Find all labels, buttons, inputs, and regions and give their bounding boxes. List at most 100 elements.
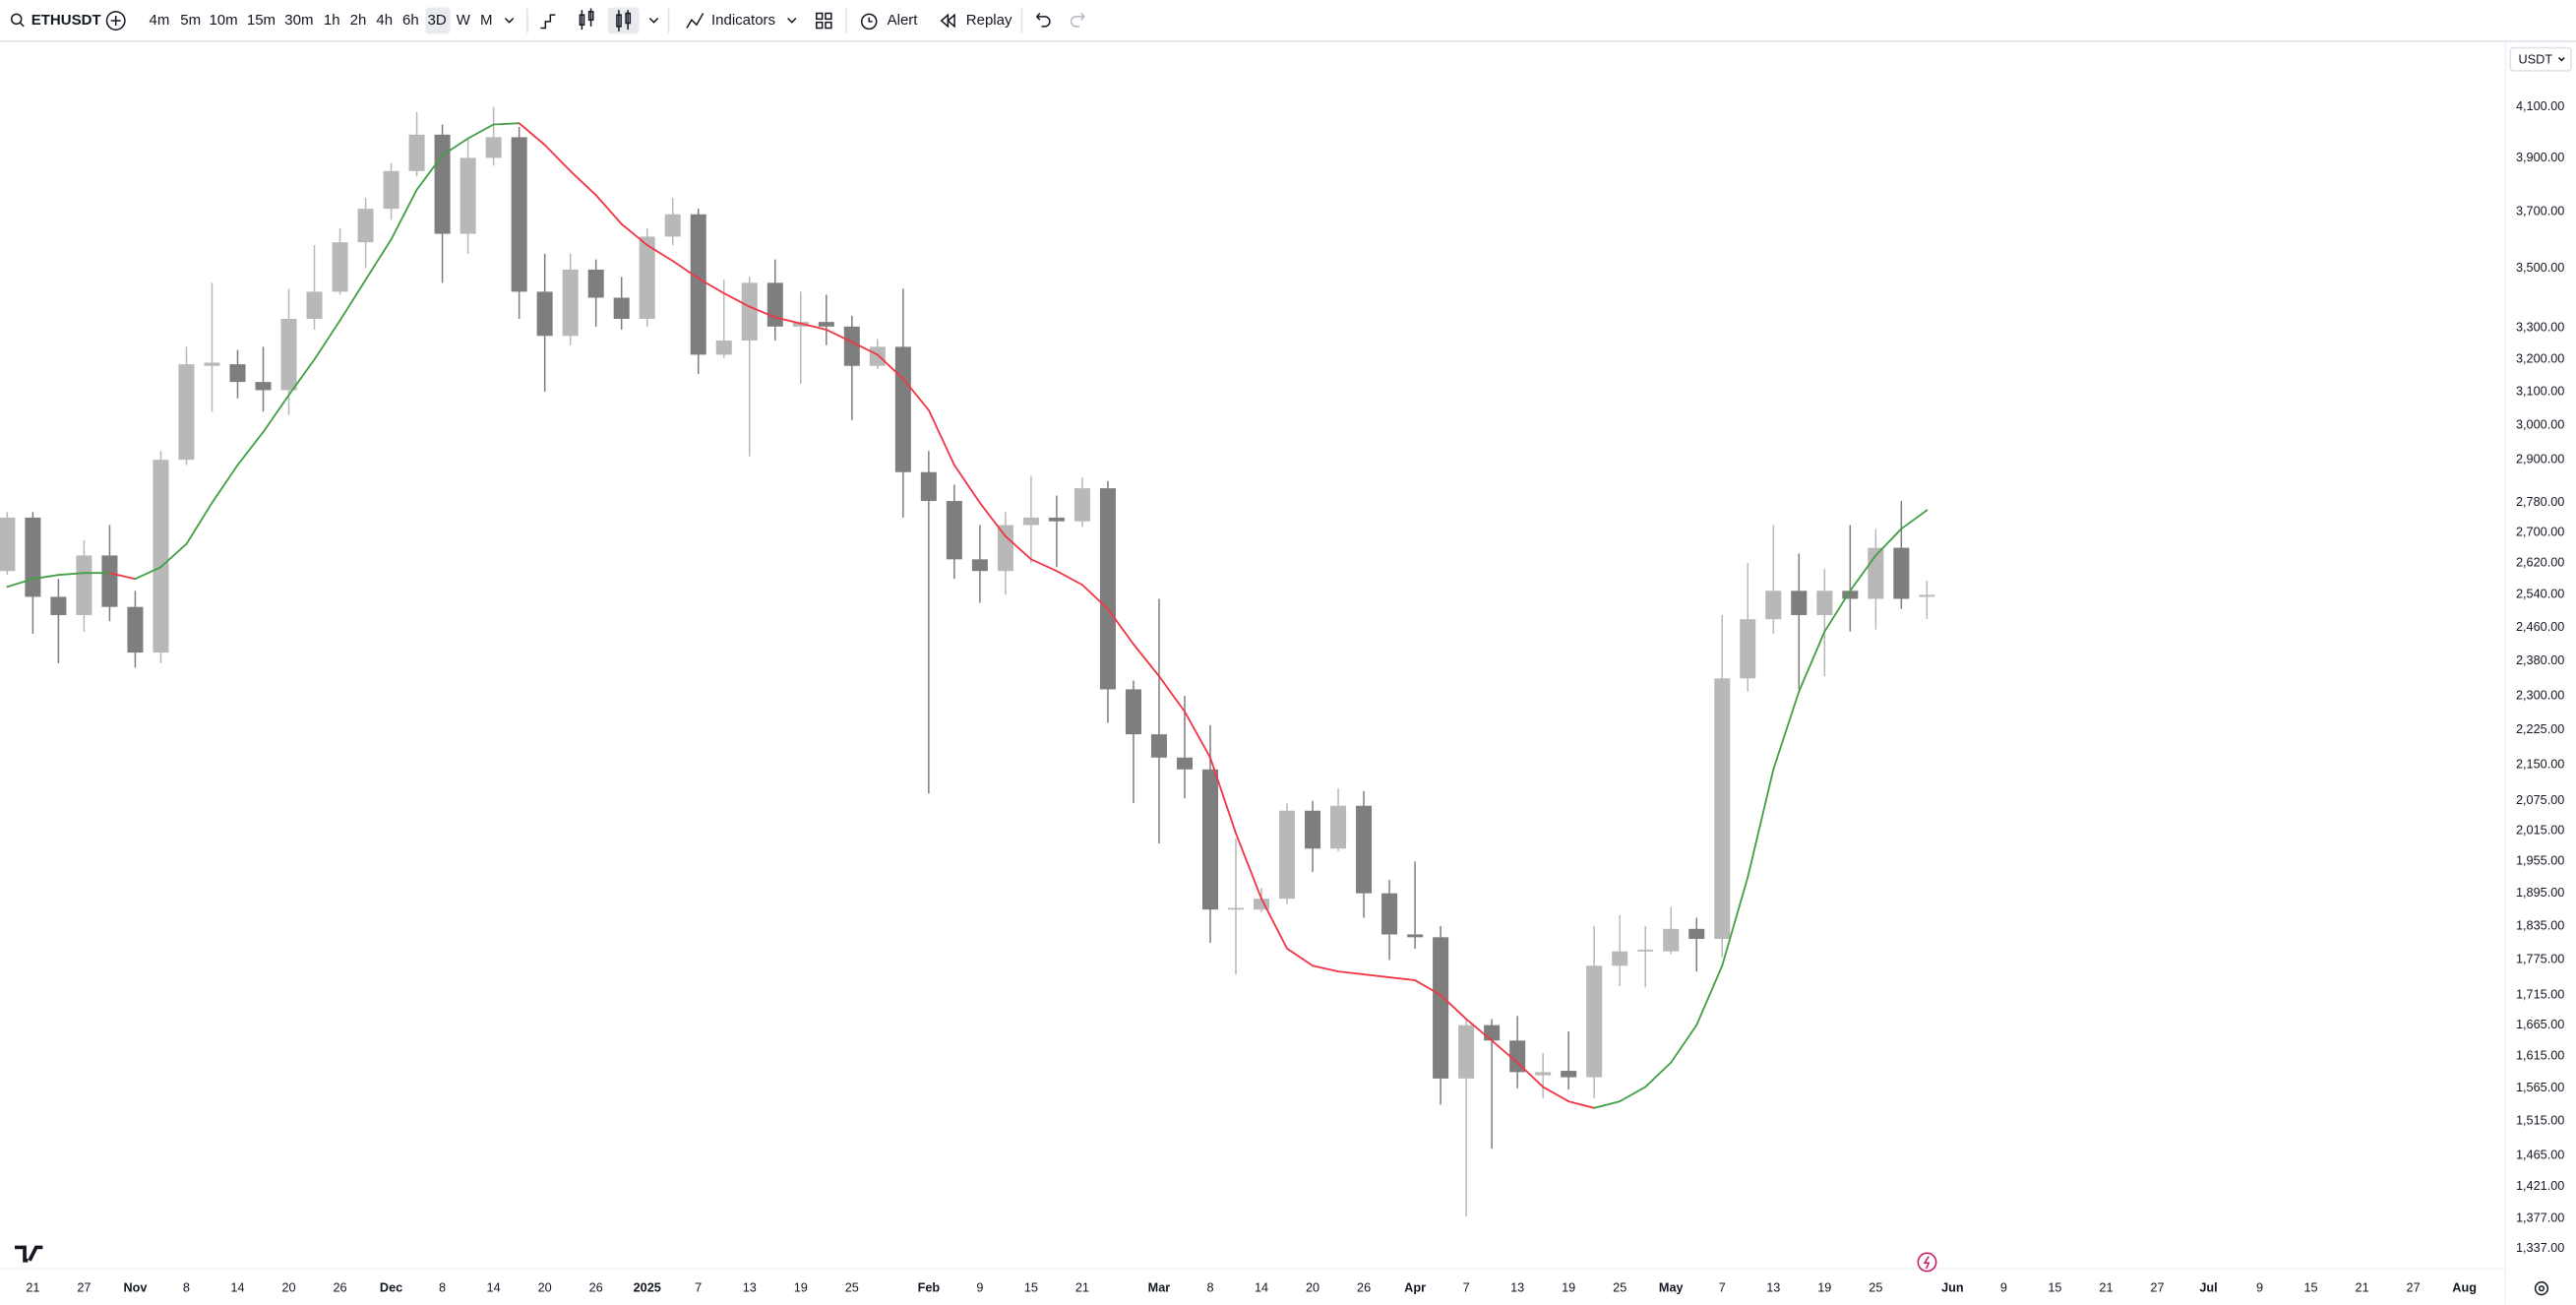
indicators-button[interactable]: Indicators [711, 12, 775, 29]
candle-body [50, 596, 67, 615]
moving-average-segment [1900, 509, 1929, 530]
moving-average-segment [1184, 711, 1211, 759]
moving-average-segment [185, 501, 214, 545]
active-interval-bg [425, 7, 451, 34]
candle-body [1765, 590, 1782, 620]
interval-button[interactable]: 15m [247, 12, 276, 29]
moving-average-segment [1465, 1018, 1494, 1042]
indicators-menu[interactable] [787, 17, 797, 24]
moving-average-segment [415, 154, 444, 191]
moving-average-segment [6, 578, 34, 589]
bar-style-icon[interactable] [540, 14, 556, 30]
x-tick-label: 14 [1255, 1280, 1268, 1294]
moving-average-segment [1849, 554, 1877, 592]
moving-average-segment [671, 260, 700, 280]
y-tick-label: 1,665.00 [2516, 1018, 2564, 1031]
undo-button[interactable] [1036, 12, 1051, 28]
candle-body [1612, 951, 1628, 966]
candle-body [818, 322, 834, 327]
candle-body [229, 364, 246, 383]
candle-body [997, 525, 1013, 572]
moving-average-segment [1004, 535, 1032, 561]
y-tick-label: 1,775.00 [2516, 953, 2564, 966]
y-tick-label: 3,300.00 [2516, 321, 2564, 335]
currency[interactable]: USDT [2519, 52, 2553, 66]
interval-button[interactable]: 30m [284, 12, 313, 29]
moving-average-segment [1055, 570, 1083, 587]
x-tick-label: 8 [1206, 1280, 1213, 1294]
alert-button[interactable]: Alert [888, 12, 919, 29]
candle-body [920, 471, 937, 502]
currency-menu[interactable] [2557, 57, 2565, 62]
events-icon[interactable] [1917, 1252, 1937, 1273]
interval-menu[interactable] [504, 17, 515, 24]
candle-body [408, 134, 425, 171]
y-tick-label: 2,015.00 [2516, 823, 2564, 837]
candle-style-icon[interactable] [579, 8, 594, 31]
symbol[interactable]: ETHUSDT [31, 12, 102, 29]
x-tick-label: 14 [487, 1280, 501, 1294]
moving-average-segment [850, 341, 879, 356]
interval-button[interactable]: 5m [180, 12, 201, 29]
x-tick-label: 9 [2000, 1280, 2007, 1294]
search-icon[interactable] [10, 13, 25, 28]
interval-button[interactable]: W [457, 12, 471, 29]
compare-button[interactable] [105, 11, 126, 31]
indicators-icon[interactable] [686, 13, 705, 29]
moving-average-segment [543, 144, 572, 172]
interval-button[interactable]: 1h [324, 12, 340, 29]
x-tick-label: 27 [2150, 1280, 2164, 1294]
candle-body [1919, 594, 1935, 597]
x-tick-label: 26 [1357, 1280, 1371, 1294]
moving-average-segment [1670, 1024, 1698, 1064]
replay-icon[interactable] [940, 13, 955, 29]
redo-button[interactable] [1070, 12, 1085, 28]
currency-box[interactable] [2509, 46, 2572, 72]
alert-icon[interactable] [860, 13, 878, 31]
x-tick-label: 20 [1306, 1280, 1319, 1294]
interval-button[interactable]: 4m [150, 12, 170, 29]
interval-button[interactable]: 3D [428, 12, 447, 29]
y-tick-label: 1,465.00 [2516, 1148, 2564, 1161]
moving-average-segment [262, 394, 290, 433]
settings-icon[interactable] [2534, 1281, 2549, 1296]
y-tick-label: 2,540.00 [2516, 588, 2564, 601]
y-tick-label: 1,715.00 [2516, 987, 2564, 1001]
interval-button[interactable]: 4h [376, 12, 393, 29]
moving-average-segment [211, 464, 239, 504]
moving-average-segment [773, 316, 802, 325]
candle-body [741, 282, 758, 342]
style-menu[interactable] [648, 17, 659, 24]
moving-average-segment [1029, 558, 1058, 573]
x-tick-label: Nov [123, 1280, 147, 1294]
moving-average-segment [722, 292, 751, 308]
moving-average-segment [1081, 584, 1109, 610]
moving-average-segment [57, 572, 86, 577]
interval-button[interactable]: M [480, 12, 493, 29]
moving-average-segment [1772, 690, 1801, 771]
interval-button[interactable]: 2h [350, 12, 367, 29]
candle-body [690, 214, 706, 355]
y-tick-label: 1,377.00 [2516, 1212, 2564, 1225]
replay-button[interactable]: Replay [966, 12, 1012, 29]
moving-average-segment [748, 305, 776, 319]
moving-average-segment [978, 501, 1007, 537]
candle-body [587, 269, 604, 298]
layouts-icon[interactable] [816, 12, 832, 30]
y-tick-label: 2,225.00 [2516, 722, 2564, 736]
x-tick-label: 26 [333, 1280, 346, 1294]
candle-body [1561, 1071, 1577, 1078]
y-tick-label: 2,075.00 [2516, 793, 2564, 807]
interval-button[interactable]: 6h [402, 12, 419, 29]
x-tick-label: 19 [794, 1280, 808, 1294]
hollow-candle-icon[interactable] [616, 10, 632, 31]
x-tick-label: 27 [77, 1280, 91, 1294]
moving-average-segment [134, 566, 162, 581]
y-tick-label: 1,895.00 [2516, 886, 2564, 900]
moving-average-segment [1414, 979, 1442, 996]
moving-average-segment [1209, 756, 1237, 835]
candle-body [332, 242, 348, 292]
x-tick-label: 21 [1075, 1280, 1089, 1294]
interval-button[interactable]: 10m [209, 12, 237, 29]
